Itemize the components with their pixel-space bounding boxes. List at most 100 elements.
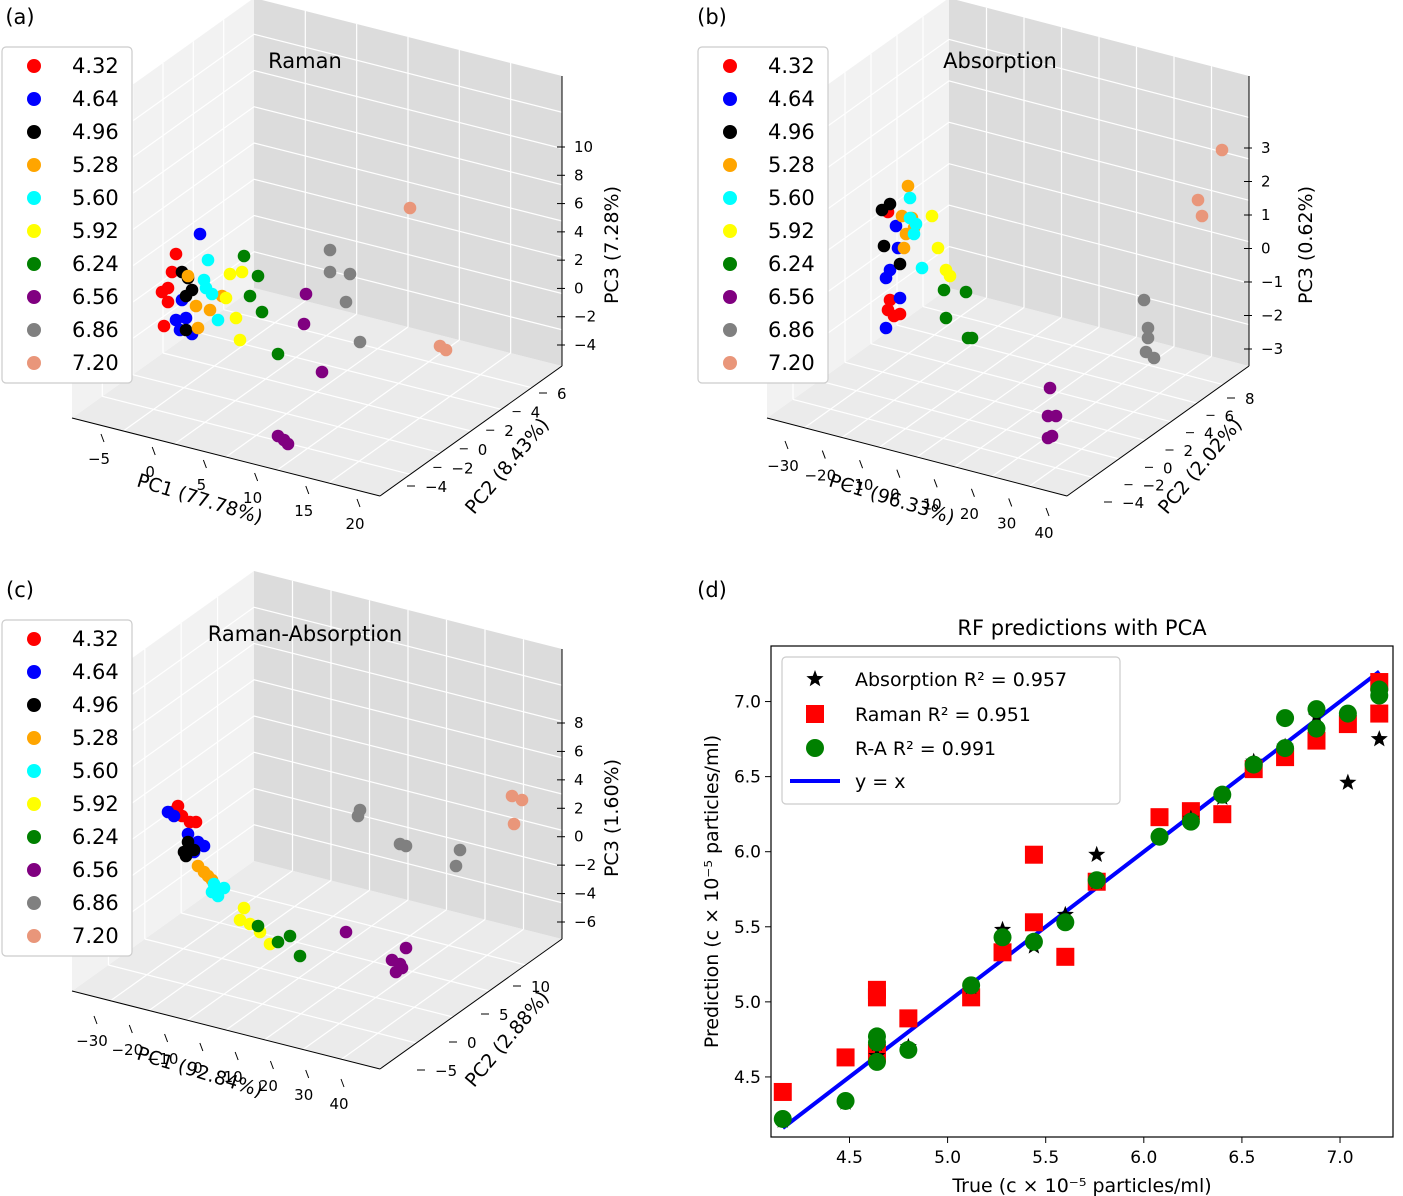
grid-line — [341, 928, 524, 1060]
legend-marker — [27, 158, 41, 172]
legend-label: 4.64 — [72, 87, 119, 111]
legend-label: y = x — [855, 771, 906, 793]
grid-line — [71, 715, 563, 847]
grid-line — [71, 787, 563, 919]
x-tick — [970, 488, 975, 498]
legend-label: Raman R² = 0.951 — [855, 704, 1031, 726]
legend-marker — [27, 665, 41, 679]
legend-marker — [27, 92, 41, 106]
y-tick-label: 5.0 — [734, 993, 761, 1013]
z-tick-label: 0 — [1261, 240, 1271, 258]
data-point — [323, 265, 337, 279]
data-point — [883, 197, 897, 211]
y-tick-label: 5.5 — [734, 918, 761, 938]
data-point — [167, 809, 181, 823]
y-tick-label: 2 — [504, 422, 514, 440]
data-point — [297, 317, 311, 331]
grid-line — [792, 398, 1094, 479]
chart-title: RF predictions with PCA — [957, 616, 1207, 640]
legend-marker — [27, 257, 41, 271]
legend-marker — [27, 863, 41, 877]
y-tick-label: −4 — [425, 478, 447, 496]
x-axis-line — [71, 990, 381, 1070]
data-point — [293, 949, 307, 963]
data-point — [169, 247, 183, 261]
x-tick-label: 6.0 — [1130, 1148, 1157, 1168]
legend-label: 5.60 — [768, 186, 815, 210]
data-point — [1215, 143, 1229, 157]
y-tick-label: 6.0 — [734, 843, 761, 863]
grid-line — [1029, 355, 1212, 487]
data-point — [1141, 331, 1155, 345]
x-tick-label: 7.0 — [1326, 1148, 1353, 1168]
raman-point — [867, 980, 886, 999]
legend-label: 6.56 — [72, 858, 119, 882]
z-tick-label: 4 — [574, 771, 584, 789]
grid-line — [841, 307, 1025, 438]
y-tick-label: −4 — [1122, 494, 1144, 512]
legend-marker — [806, 670, 824, 687]
legend-marker — [723, 356, 737, 370]
grid-line — [879, 316, 1062, 448]
y-tick-label: 0 — [478, 441, 488, 459]
data-point — [901, 179, 915, 193]
legend-marker — [27, 929, 41, 943]
x-tick — [356, 498, 361, 508]
panel-d: 4.5 5.0 5.5 6.0 6.5 7.0 4.5 5.0 5.5 6.0 6.5 7.0 True… — [701, 616, 1394, 1196]
data-point — [879, 321, 893, 335]
z-axis-label: PC3 (7.28%) — [601, 186, 623, 304]
data-point — [243, 289, 257, 303]
z-tick-label: 1 — [1261, 206, 1271, 224]
legend-label: Absorption R² = 0.957 — [855, 669, 1067, 691]
data-point — [235, 265, 249, 279]
legend-marker — [27, 191, 41, 205]
legend-marker — [27, 764, 41, 778]
legend-marker — [27, 632, 41, 646]
data-point — [351, 809, 365, 823]
y-tick-label: 5 — [499, 1006, 509, 1024]
ra-point — [867, 1027, 886, 1046]
grid-line — [804, 297, 987, 429]
grid-line — [110, 870, 293, 1002]
x-tick — [1045, 507, 1050, 517]
data-point — [233, 913, 247, 927]
legend-marker — [806, 739, 824, 757]
x-tick-label: 20 — [259, 1077, 278, 1095]
data-point — [181, 269, 195, 283]
z-tick-label: 10 — [574, 138, 593, 156]
legend-label: 6.56 — [72, 285, 119, 309]
legend-label: 6.86 — [72, 891, 119, 915]
z-tick-label: 3 — [1261, 139, 1271, 157]
data-point — [959, 285, 973, 299]
legend-marker — [723, 323, 737, 337]
grid-line — [896, 324, 1198, 404]
z-tick-label: 8 — [574, 166, 584, 184]
raman-point — [993, 943, 1012, 962]
grid-line — [71, 606, 563, 738]
legend-label: R-A R² = 0.991 — [855, 738, 996, 760]
legend-marker — [723, 125, 737, 139]
legend-label: 5.60 — [72, 186, 119, 210]
data-point — [251, 919, 265, 933]
data-point — [893, 257, 907, 271]
ra-point — [836, 1091, 855, 1110]
x-tick-label: 10 — [243, 489, 262, 507]
x-tick-label: 0 — [890, 486, 900, 504]
ra-point — [1244, 755, 1263, 774]
raman-point — [1024, 913, 1043, 932]
grid-line — [132, 374, 441, 454]
z-axis-label: PC3 (0.62%) — [1295, 186, 1317, 304]
ra-point — [1276, 709, 1295, 728]
panel-b: −30−20−10010203040−4−202468−3−2−10123PC1… — [697, 0, 1317, 542]
x-tick — [1008, 498, 1013, 507]
legend-label: 6.86 — [768, 318, 815, 342]
data-point — [453, 843, 467, 857]
x-tick-label: 15 — [294, 502, 313, 520]
x-tick-label: 20 — [960, 505, 979, 523]
x-tick-label: −10 — [147, 1050, 179, 1068]
x-axis-label: PC1 (92.84%) — [134, 1043, 265, 1102]
y-tick-label: 2 — [1184, 442, 1194, 460]
grid-line — [71, 214, 563, 346]
data-point — [161, 295, 175, 309]
grid-line — [870, 343, 1172, 423]
